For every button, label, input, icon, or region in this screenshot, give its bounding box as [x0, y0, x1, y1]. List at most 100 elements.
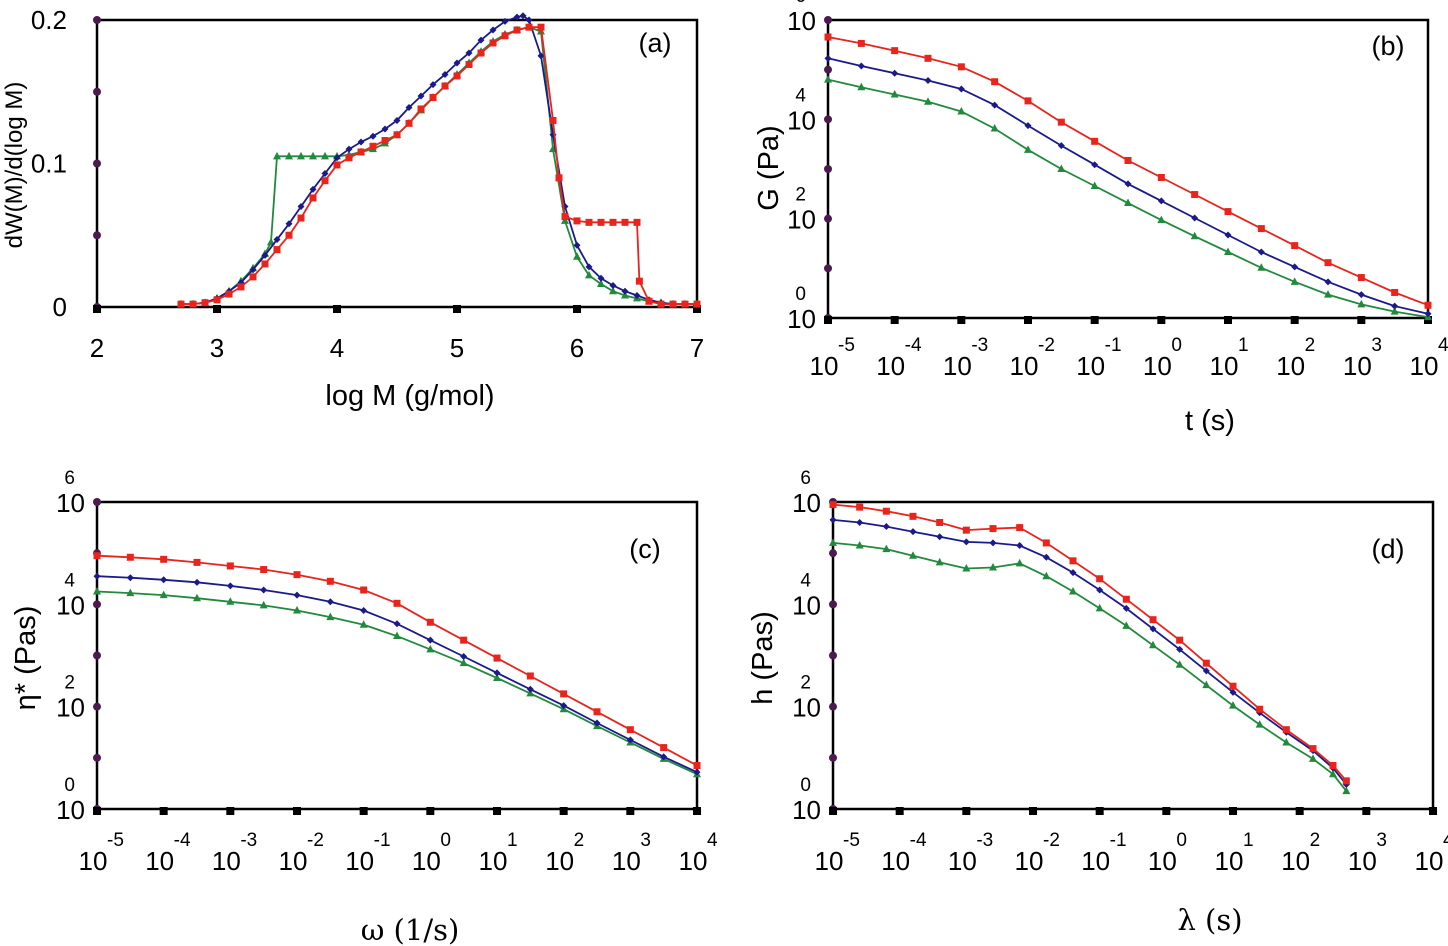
- data-point: [393, 631, 401, 640]
- x-tick-exponent: 1: [1238, 335, 1249, 356]
- data-point: [909, 512, 917, 520]
- x-tick-label: 10: [1415, 846, 1444, 876]
- data-point: [1257, 225, 1265, 233]
- data-point: [1202, 659, 1210, 667]
- x-tick-exponent: -2: [307, 830, 324, 851]
- data-point: [259, 600, 268, 609]
- y-tick-mark: [93, 87, 101, 96]
- y-tick-label: 10: [56, 693, 85, 723]
- data-point: [360, 606, 368, 614]
- y-tick-label: 10: [56, 590, 85, 620]
- y-axis-label: η* (Pas): [10, 606, 42, 711]
- data-point: [1124, 198, 1132, 207]
- x-tick-mark: [824, 316, 832, 324]
- data-point: [1342, 786, 1351, 795]
- data-point: [237, 283, 245, 291]
- x-tick-exponent: 4: [1438, 335, 1448, 356]
- data-point: [621, 218, 629, 226]
- data-point: [405, 104, 413, 112]
- data-point: [465, 60, 473, 68]
- x-tick-exponent: -4: [905, 335, 922, 356]
- data-point: [321, 177, 329, 185]
- x-tick-mark: [1429, 807, 1437, 815]
- data-point: [525, 23, 533, 31]
- data-point: [1042, 539, 1050, 547]
- x-tick-mark: [1024, 316, 1032, 324]
- data-point: [1224, 208, 1232, 216]
- panel-label: (a): [639, 28, 672, 58]
- x-tick-exponent: 3: [1376, 830, 1387, 851]
- x-tick-exponent: -3: [971, 335, 988, 356]
- data-point: [585, 270, 593, 279]
- data-point: [477, 36, 485, 44]
- data-point: [924, 76, 932, 84]
- data-point: [1024, 97, 1032, 105]
- data-point: [1057, 142, 1065, 150]
- data-point: [201, 299, 209, 307]
- data-point: [681, 300, 689, 308]
- x-tick-mark: [1095, 807, 1104, 815]
- data-point: [381, 125, 389, 133]
- y-tick-exponent: 2: [795, 185, 806, 206]
- x-tick-exponent: -3: [240, 830, 257, 851]
- x-tick-mark: [957, 316, 966, 324]
- data-point: [293, 571, 301, 579]
- data-point: [882, 523, 890, 531]
- y-tick-label: 10: [792, 795, 821, 825]
- series-line: [832, 503, 1347, 782]
- x-tick-exponent: -2: [1038, 335, 1055, 356]
- x-tick-label: 10: [612, 846, 641, 876]
- x-tick-exponent: 1: [507, 830, 518, 851]
- data-point: [626, 736, 634, 744]
- panel-label: (d): [1372, 534, 1405, 564]
- data-point: [273, 151, 281, 160]
- data-point: [1257, 263, 1266, 271]
- data-point: [1095, 603, 1104, 612]
- series-line: [827, 36, 1429, 307]
- data-point: [660, 744, 668, 752]
- x-tick-mark: [829, 807, 837, 815]
- x-tick-label: 10: [1410, 351, 1439, 381]
- data-point: [405, 119, 413, 127]
- x-tick-label: 10: [815, 846, 844, 876]
- x-tick-mark: [93, 807, 101, 815]
- data-point: [560, 702, 568, 710]
- data-point: [1329, 762, 1337, 770]
- y-tick-label: 10: [787, 205, 816, 235]
- data-point: [1149, 625, 1157, 633]
- series-line: [96, 590, 698, 776]
- series-blue: [93, 572, 701, 776]
- y-tick-label: 10: [792, 590, 821, 620]
- data-point: [193, 578, 201, 586]
- data-point: [597, 218, 605, 226]
- x-tick-label: 5: [450, 333, 464, 363]
- x-tick-label: 10: [145, 846, 174, 876]
- data-point: [1357, 274, 1365, 282]
- x-tick-mark: [293, 807, 301, 815]
- data-point: [1229, 682, 1237, 690]
- data-point: [609, 218, 617, 226]
- data-point: [857, 62, 865, 70]
- data-point: [297, 203, 305, 211]
- series-blue: [829, 516, 1350, 788]
- data-point: [1016, 541, 1024, 549]
- data-point: [309, 194, 317, 202]
- y-tick-exponent: 4: [800, 570, 811, 591]
- data-point: [1175, 660, 1184, 668]
- plot-frame: [826, 18, 1430, 320]
- data-point: [989, 539, 997, 547]
- y-tick-mark: [824, 165, 832, 173]
- data-point: [1324, 290, 1332, 298]
- data-point: [1424, 310, 1432, 318]
- x-tick-exponent: 3: [1371, 335, 1382, 356]
- x-tick-label: 10: [79, 846, 108, 876]
- data-point: [345, 145, 353, 153]
- data-point: [345, 154, 353, 162]
- data-point: [360, 586, 368, 594]
- data-point: [573, 217, 581, 225]
- y-tick-mark: [93, 651, 101, 660]
- data-point: [1122, 604, 1130, 612]
- plot-frame: [95, 18, 699, 309]
- x-tick-mark: [693, 807, 701, 815]
- data-point: [293, 591, 301, 599]
